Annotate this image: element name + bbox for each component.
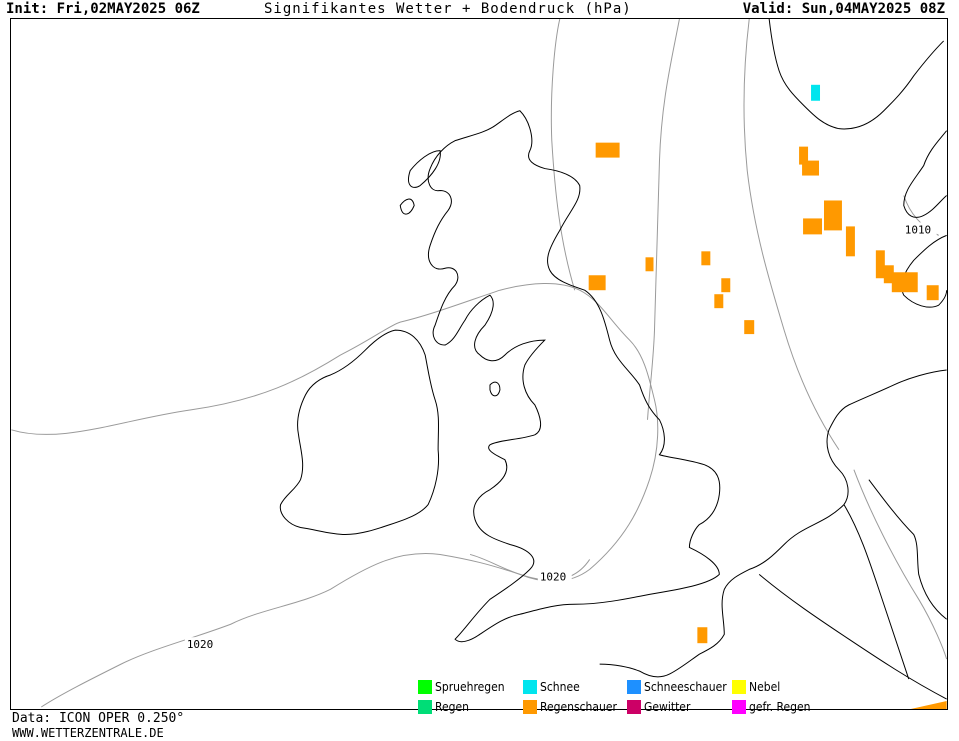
legend-label: Schneeschauer [644,680,727,694]
coastline-hebrides [399,198,415,215]
shower-cell [701,251,711,266]
map-title: Signifikantes Wetter + Bodendruck (hPa) [264,1,632,17]
country-borders [758,479,947,700]
coastlines [279,19,947,700]
coastline-scandinavia [768,19,945,130]
shower-cell [714,294,724,309]
shower-cell [721,278,731,293]
isobar-labels: 1020 1020 1010 [184,222,937,651]
shower-cell [891,272,918,293]
shower-cell [744,320,755,335]
shower-cell [645,257,654,272]
coastline-ireland [279,329,440,536]
legend-item: Regen [418,698,469,716]
init-time: Init: Fri,02MAY2025 06Z [6,1,200,17]
shower-cell [883,265,894,284]
isobar-line [11,282,659,708]
legend-label: Regen [435,700,469,714]
legend-item: Spruehregen [418,678,505,696]
website-credit: WWW.WETTERZENTRALE.DE [12,726,164,740]
coastline-hebrides [408,150,441,188]
legend-label: Gewitter [644,700,691,714]
shower-cells [588,142,947,709]
legend-item: Nebel [732,678,780,696]
shower-cell [824,200,842,231]
legend-swatch [732,680,746,694]
legend-swatch [627,700,641,714]
shower-cell [595,142,620,158]
legend-item: Schnee [523,678,580,696]
isobars [11,19,947,708]
legend-label: Schnee [540,680,580,694]
coastline-denmark [901,234,947,308]
legend-item: Schneeschauer [627,678,727,696]
legend-item: Regenschauer [523,698,617,716]
isobar-line [550,19,576,291]
valid-time: Valid: Sun,04MAY2025 08Z [742,1,945,17]
legend-swatch [523,680,537,694]
legend-swatch [732,700,746,714]
isobar-line [743,19,840,451]
legend-swatch [523,700,537,714]
weather-map: 1020 1020 1010 [10,18,948,710]
shower-cell [697,627,708,644]
data-source: Data: ICON OPER 0.250° [12,711,185,726]
legend-label: gefr. Regen [749,700,811,714]
coastline-isle-of-man [489,381,501,397]
shower-cell [875,250,885,279]
isobar-label: 1010 [905,223,931,236]
legend-label: Nebel [749,680,781,694]
legend-item: Gewitter [627,698,690,716]
shower-cell [926,285,939,301]
coastline-great-britain [427,110,721,643]
isobar-line [853,469,947,660]
shower-cell [845,226,855,257]
legend: Spruehregen Schnee Schneeschauer Nebel R… [418,678,818,718]
shower-cell [803,218,823,235]
legend-swatch [627,680,641,694]
snow-cell [811,84,821,101]
coastline-continent [599,369,947,678]
shower-cell [802,160,820,176]
legend-swatch [418,680,432,694]
shower-cell [588,275,606,291]
shower-cell [910,701,947,709]
isobar-label: 1020 [540,570,566,583]
legend-swatch [418,700,432,714]
legend-item: gefr. Regen [732,698,810,716]
coastline-sweden [903,130,947,218]
isobar-line [647,19,680,420]
legend-label: Spruehregen [435,680,505,694]
shower-cell [799,146,809,165]
isobar-label: 1020 [187,638,213,651]
legend-label: Regenschauer [540,700,617,714]
